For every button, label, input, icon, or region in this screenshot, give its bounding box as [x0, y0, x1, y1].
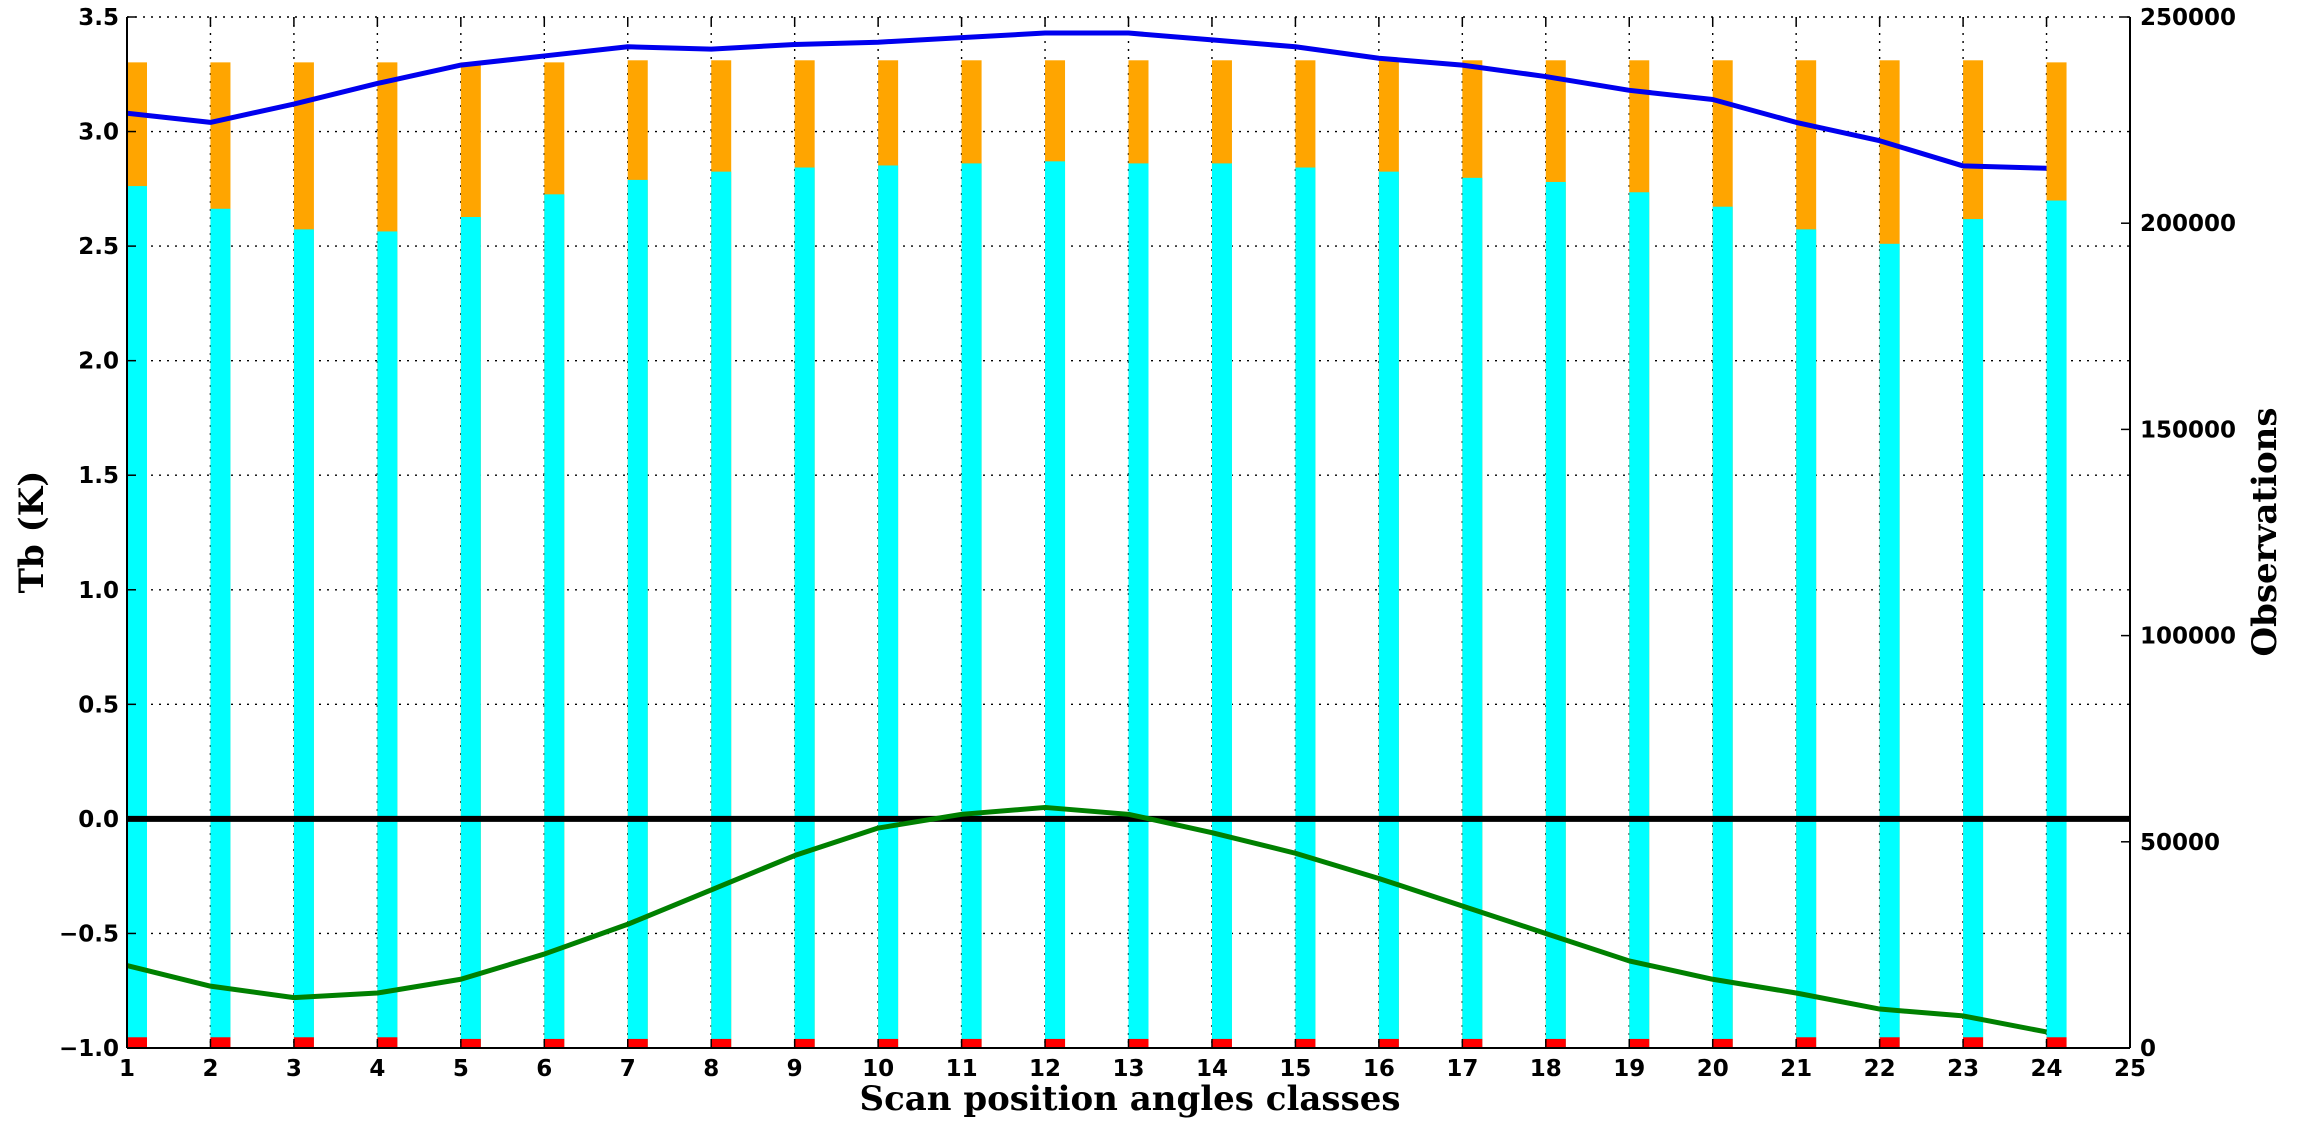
- x-tick-label: 11: [946, 1056, 978, 1082]
- bar-observations-rejected: [961, 1038, 982, 1048]
- bar-observations-used: [794, 167, 815, 1048]
- bar-observations-used: [961, 163, 982, 1049]
- bar-observations-rejected: [127, 1037, 147, 1048]
- bar-observations-used: [293, 229, 314, 1049]
- y2-axis-title: Observations: [2245, 407, 2285, 656]
- bar-observations-rejected: [878, 1038, 899, 1048]
- bar-observations-rejected: [1462, 1038, 1483, 1048]
- y2-tick-label: 100000: [2140, 624, 2236, 650]
- y-tick-label: −0.5: [59, 921, 119, 947]
- x-tick-label: 16: [1363, 1056, 1395, 1082]
- x-tick-label: 14: [1196, 1056, 1228, 1082]
- bar-observations-rejected: [544, 1038, 565, 1048]
- bar-observations-used: [878, 165, 899, 1049]
- y2-tick-label: 250000: [2140, 5, 2236, 31]
- x-tick-label: 21: [1780, 1056, 1812, 1082]
- x-tick-label: 9: [787, 1056, 803, 1082]
- bar-observations-rejected: [377, 1037, 398, 1048]
- y2-tick-label: 50000: [2140, 830, 2220, 856]
- bar-observations-rejected: [627, 1038, 648, 1048]
- y-tick-label: 3.0: [78, 120, 119, 146]
- y2-tick-label: 150000: [2140, 417, 2236, 443]
- bar-observations-used: [1629, 192, 1650, 1048]
- bar-observations-rejected: [1712, 1038, 1733, 1048]
- bar-observations-rejected: [210, 1037, 231, 1048]
- line-mean-departure: [126, 30, 2047, 171]
- bar-observations-rejected: [1796, 1037, 1817, 1048]
- bar-observations-used: [1712, 206, 1733, 1049]
- x-tick-label: 12: [1029, 1056, 1061, 1082]
- bar-observations-used: [127, 186, 147, 1049]
- bar-observations-used: [1796, 229, 1817, 1049]
- x-axis-title: Scan position angles classes: [860, 1079, 1401, 1119]
- x-tick-label: 15: [1279, 1056, 1311, 1082]
- bar-observations-rejected: [1879, 1037, 1900, 1048]
- line-layer: [126, 30, 2130, 1035]
- x-tick-label: 4: [369, 1056, 385, 1082]
- x-tick-label: 24: [2031, 1056, 2063, 1082]
- x-tick-label: 6: [536, 1056, 552, 1082]
- x-tick-label: 7: [620, 1056, 636, 1082]
- y-tick-label: 2.5: [78, 234, 119, 260]
- x-tick-label: 5: [453, 1056, 469, 1082]
- y-tick-label: 1.0: [78, 578, 119, 604]
- line-std-departure: [126, 804, 2048, 1035]
- x-tick-label: 1: [119, 1056, 135, 1082]
- bar-observations-rejected: [460, 1038, 481, 1048]
- bar-observations-rejected: [1295, 1038, 1316, 1048]
- bar-observations-used: [627, 179, 648, 1048]
- bar-observations-rejected: [293, 1037, 314, 1048]
- x-tick-label: 23: [1947, 1056, 1979, 1082]
- bar-observations-used: [2046, 200, 2067, 1048]
- bar-observations-rejected: [2046, 1037, 2067, 1048]
- y-tick-label: 2.0: [78, 349, 119, 375]
- x-tick-label: 19: [1613, 1056, 1645, 1082]
- bar-observations-used: [1295, 167, 1316, 1048]
- bar-observations-used: [460, 217, 481, 1049]
- bar-observations-rejected: [1963, 1037, 1984, 1048]
- bar-observations-used: [1211, 163, 1232, 1049]
- y2-tick-label: 0: [2140, 1036, 2156, 1062]
- y-tick-label: −1.0: [59, 1036, 119, 1062]
- bar-observations-used: [1963, 219, 1984, 1049]
- x-tick-label: 10: [862, 1056, 894, 1082]
- bar-observations-used: [210, 208, 231, 1049]
- bar-observations-rejected: [1378, 1038, 1399, 1048]
- bar-observations-rejected: [1545, 1038, 1566, 1048]
- y-tick-label: 1.5: [78, 463, 119, 489]
- y-tick-label: 0.0: [78, 807, 119, 833]
- bar-observations-rejected: [1128, 1038, 1149, 1048]
- x-tick-label: 13: [1112, 1056, 1144, 1082]
- bar-observations-rejected: [1629, 1038, 1650, 1048]
- x-tick-label: 17: [1446, 1056, 1478, 1082]
- x-tick-label: 2: [202, 1056, 218, 1082]
- bar-layer: [127, 60, 2067, 1049]
- bar-observations-used: [1378, 171, 1399, 1048]
- bar-observations-used: [1045, 161, 1066, 1049]
- y-tick-label: 0.5: [78, 692, 119, 718]
- x-tick-label: 8: [703, 1056, 719, 1082]
- bar-observations-used: [1128, 163, 1149, 1049]
- x-tick-label: 18: [1530, 1056, 1562, 1082]
- bar-observations-used: [1879, 243, 1900, 1048]
- bar-observations-rejected: [1045, 1038, 1066, 1048]
- bar-observations-rejected: [1211, 1038, 1232, 1048]
- x-tick-label: 20: [1697, 1056, 1729, 1082]
- bar-observations-rejected: [711, 1038, 732, 1048]
- y-tick-label: 3.5: [78, 5, 119, 31]
- bar-observations-used: [1545, 181, 1566, 1048]
- bar-observations-used: [711, 171, 732, 1048]
- bar-observations-used: [544, 194, 565, 1048]
- bar-observations-used: [1462, 177, 1483, 1048]
- y-axis-title: Tb (K): [12, 471, 52, 594]
- bar-observations-rejected: [794, 1038, 815, 1048]
- bar-observations-used: [377, 231, 398, 1048]
- x-tick-label: 22: [1864, 1056, 1896, 1082]
- x-tick-label: 3: [286, 1056, 302, 1082]
- y2-tick-label: 200000: [2140, 211, 2236, 237]
- x-tick-label: 25: [2114, 1056, 2146, 1082]
- tick-layer: 1 2 3 4 5 6 7 8 9 10 11 12 13 14 15 16 17 18 19 20 21 22 23 24 2…: [59, 5, 2236, 1082]
